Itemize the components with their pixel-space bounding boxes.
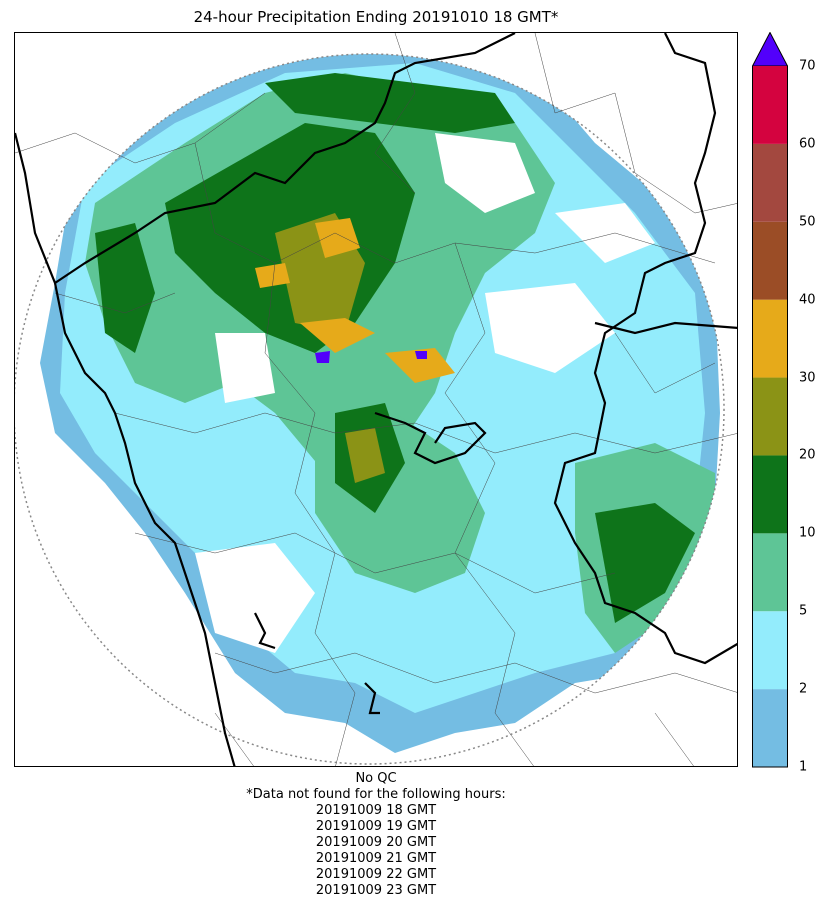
colorbar-tick-label: 70 <box>799 58 816 74</box>
missing-hour: 20191009 22 GMT <box>315 867 437 882</box>
precipitation-field <box>40 54 720 753</box>
colorbar-bin <box>752 299 788 378</box>
missing-hour: 20191009 20 GMT <box>315 835 437 850</box>
precip-zone-70-plus-b <box>415 351 427 359</box>
colorbar-bin <box>752 377 788 456</box>
colorbar-tick-label: 5 <box>799 603 808 619</box>
no-precip-gap-5 <box>555 203 655 263</box>
precip-zone-30-40-c <box>300 318 375 353</box>
qc-status: No QC <box>355 771 397 786</box>
precip-zone-30-40-d <box>385 348 455 383</box>
colorbar-bin <box>752 611 788 690</box>
precip-zone-20-30-b <box>345 428 385 483</box>
colorbar-tick-label: 40 <box>799 292 816 308</box>
footer-notes: No QC *Data not found for the following … <box>0 771 752 899</box>
colorbar-tick-label: 2 <box>799 681 808 697</box>
no-precip-gap-4 <box>215 333 275 403</box>
precipitation-map <box>14 32 738 767</box>
precip-zone-10-20-southeast <box>595 503 695 623</box>
colorbar-bin <box>752 143 788 222</box>
no-precip-gap-1 <box>435 133 535 213</box>
missing-hour: 20191009 21 GMT <box>315 851 437 866</box>
colorbar-extend-arrow <box>751 31 789 67</box>
district-boundaries <box>15 33 737 766</box>
missing-hour: 20191009 23 GMT <box>315 883 437 898</box>
missing-data-note: *Data not found for the following hours: <box>246 787 506 802</box>
map-title: 24-hour Precipitation Ending 20191010 18… <box>193 8 559 26</box>
radar-range-circle <box>15 53 725 765</box>
colorbar-tick-label: 60 <box>799 136 816 152</box>
colorbar-outline <box>752 66 788 768</box>
colorbar-bin <box>752 533 788 612</box>
colorbar-tick-label: 1 <box>799 759 808 775</box>
colorbar-tick-label: 20 <box>799 447 816 463</box>
colorbar-bin <box>752 221 788 300</box>
precip-zone-30-40-a <box>315 218 360 258</box>
state-boundaries <box>15 33 737 766</box>
colorbar-tick-label: 10 <box>799 525 816 541</box>
colorbar-bin <box>752 66 788 144</box>
colorbar <box>751 31 789 768</box>
colorbar-bin <box>752 455 788 534</box>
precip-zone-10-20-west <box>95 223 155 353</box>
no-precip-gap-3 <box>485 283 615 373</box>
map-canvas <box>15 33 737 766</box>
colorbar-scale <box>751 31 789 768</box>
no-precip-gap-2 <box>195 543 315 653</box>
precip-zone-10-20-top <box>265 73 515 133</box>
precip-zone-70-plus-a <box>315 351 330 363</box>
colorbar-bin <box>752 689 788 767</box>
precip-zone-30-40-b <box>255 263 290 288</box>
missing-hour: 20191009 18 GMT <box>315 803 437 818</box>
colorbar-tick-label: 50 <box>799 214 816 230</box>
colorbar-tick-label: 30 <box>799 370 816 386</box>
missing-hour: 20191009 19 GMT <box>315 819 437 834</box>
